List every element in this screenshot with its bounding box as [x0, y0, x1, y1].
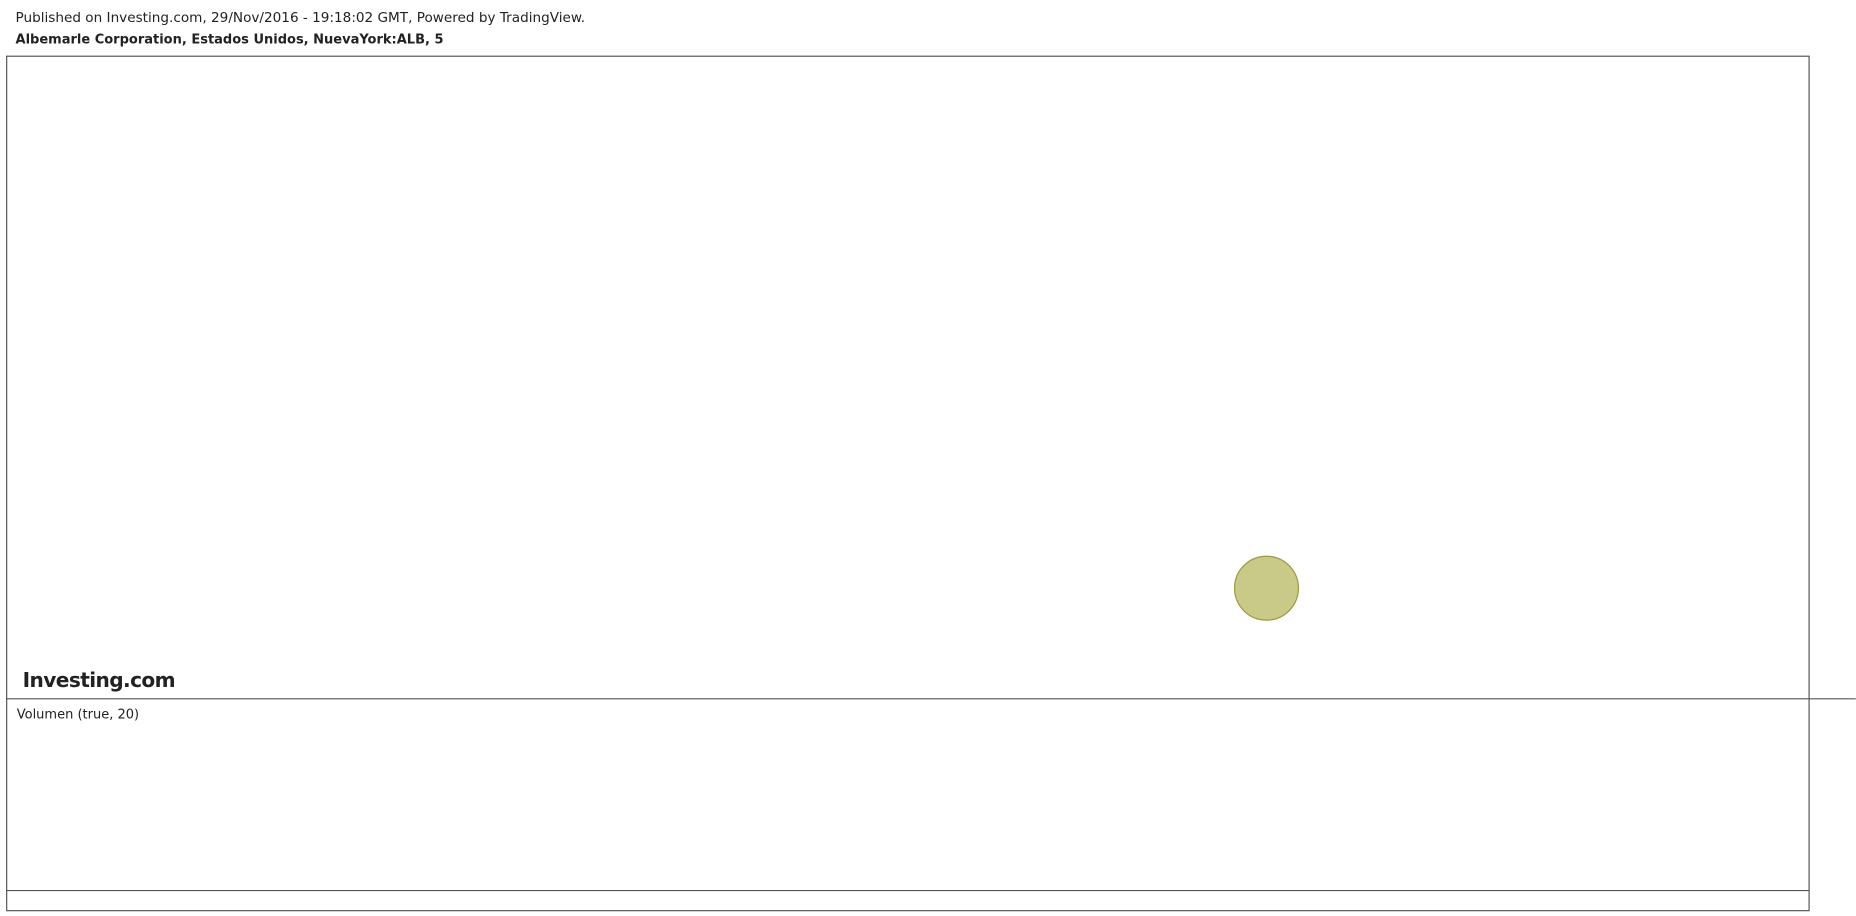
published-line: Published on Investing.com, 29/Nov/2016 …	[16, 10, 586, 26]
chart-title: Albemarle Corporation, Estados Unidos, N…	[16, 33, 444, 48]
volume-title: Volumen (true, 20)	[17, 707, 139, 722]
highlight-circle	[1233, 555, 1300, 621]
watermark: Investing.com	[23, 668, 175, 692]
frame	[6, 55, 1810, 912]
